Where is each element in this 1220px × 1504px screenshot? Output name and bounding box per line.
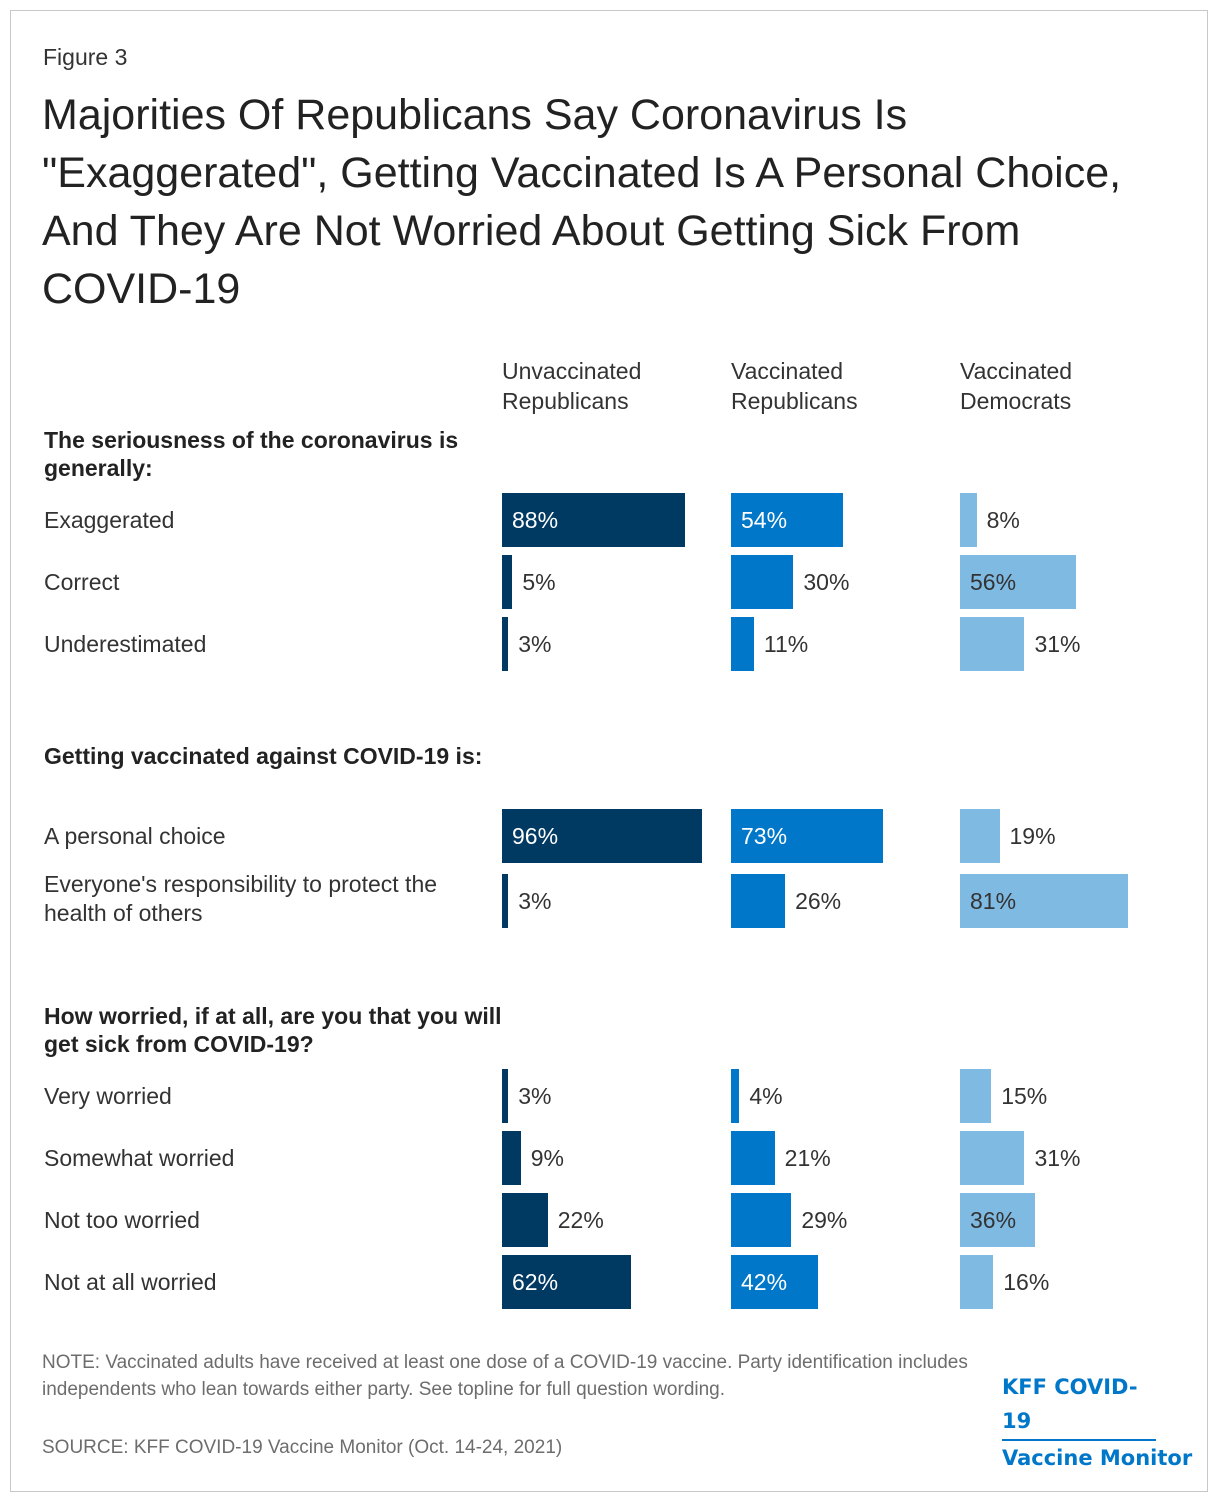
- bar-somewhat-worried-vaccinated-democrats: [960, 1131, 1025, 1185]
- value-label-correct-vaccinated-democrats: 56%: [970, 569, 1017, 595]
- bar-not-at-all-worried-vaccinated-democrats: [960, 1255, 994, 1309]
- value-label-somewhat-worried-vaccinated-democrats: 31%: [1034, 1145, 1081, 1171]
- value-label-very-worried-vaccinated-democrats: 15%: [1001, 1083, 1048, 1109]
- value-label-everyone-s-responsibility-to-protect-the-unvaccinated-republicans: 3%: [518, 888, 552, 914]
- row-label-somewhat-worried: Somewhat worried: [44, 1144, 235, 1171]
- value-label-underestimated-vaccinated-republicans: 11%: [763, 631, 809, 657]
- bar-everyone-s-responsibility-to-protect-the-vaccinated-democrats: [960, 874, 1129, 928]
- value-label-not-too-worried-vaccinated-democrats: 36%: [970, 1207, 1017, 1233]
- bar-not-at-all-worried-vaccinated-republicans: [731, 1255, 819, 1309]
- section-title-vaccination: Getting vaccinated against COVID-19 is:: [44, 743, 483, 769]
- bar-correct-unvaccinated-republicans: [502, 555, 513, 609]
- bar-a-personal-choice-vaccinated-republicans: [731, 809, 883, 863]
- row-label-very-worried: Very worried: [44, 1082, 172, 1109]
- bar-exaggerated-vaccinated-republicans: [731, 493, 844, 547]
- value-label-a-personal-choice-unvaccinated-republicans: 96%: [512, 823, 559, 849]
- bar-exaggerated-unvaccinated-republicans: [502, 493, 686, 547]
- value-label-somewhat-worried-vaccinated-republicans: 21%: [784, 1145, 831, 1171]
- bar-very-worried-vaccinated-democrats: [960, 1069, 992, 1123]
- row-label-not-too-worried: Not too worried: [44, 1206, 200, 1233]
- bar-somewhat-worried-vaccinated-republicans: [731, 1131, 775, 1185]
- kff-logo: KFF COVID-19 Vaccine Monitor: [1002, 1370, 1192, 1475]
- value-label-underestimated-vaccinated-democrats: 31%: [1034, 631, 1081, 657]
- row-label-everyone-s-responsibility-to-protect-the: Everyone's responsibility to protect the…: [44, 871, 438, 926]
- bar-not-too-worried-vaccinated-democrats: [960, 1193, 1035, 1247]
- value-label-not-at-all-worried-vaccinated-democrats: 16%: [1003, 1269, 1050, 1295]
- value-label-everyone-s-responsibility-to-protect-the-vaccinated-democrats: 81%: [970, 888, 1017, 914]
- section-title-seriousness: The seriousness of the coronavirus is ge…: [44, 427, 459, 481]
- row-label-exaggerated: Exaggerated: [44, 506, 175, 533]
- column-header-vaccinated-democrats: Vaccinated Democrats: [960, 358, 1073, 414]
- value-label-not-at-all-worried-vaccinated-republicans: 42%: [741, 1269, 788, 1295]
- figure-label: Figure 3: [43, 44, 128, 70]
- bar-everyone-s-responsibility-to-protect-the-vaccinated-republicans: [731, 874, 786, 928]
- value-label-correct-vaccinated-republicans: 30%: [803, 569, 850, 595]
- value-label-not-at-all-worried-unvaccinated-republicans: 62%: [512, 1269, 559, 1295]
- bar-a-personal-choice-vaccinated-democrats: [960, 809, 1000, 863]
- value-label-exaggerated-unvaccinated-republicans: 88%: [512, 507, 559, 533]
- value-label-somewhat-worried-unvaccinated-republicans: 9%: [530, 1145, 564, 1171]
- bar-very-worried-unvaccinated-republicans: [502, 1069, 509, 1123]
- note-text: NOTE: Vaccinated adults have received at…: [42, 1352, 968, 1400]
- bar-underestimated-vaccinated-democrats: [960, 617, 1025, 671]
- bar-correct-vaccinated-democrats: [960, 555, 1077, 609]
- column-header-unvaccinated-republicans: Unvaccinated Republicans: [502, 358, 642, 414]
- value-label-not-too-worried-unvaccinated-republicans: 22%: [557, 1207, 604, 1233]
- bar-correct-vaccinated-republicans: [731, 555, 794, 609]
- row-label-not-at-all-worried: Not at all worried: [44, 1268, 217, 1295]
- source-text: SOURCE: KFF COVID-19 Vaccine Monitor (Oc…: [42, 1437, 563, 1458]
- row-label-underestimated: Underestimated: [44, 630, 207, 657]
- section-title-worry: How worried, if at all, are you that you…: [44, 1003, 502, 1057]
- bar-everyone-s-responsibility-to-protect-the-unvaccinated-republicans: [502, 874, 509, 928]
- logo-line-2: Vaccine Monitor: [1002, 1446, 1193, 1470]
- bar-not-too-worried-vaccinated-republicans: [731, 1193, 792, 1247]
- bar-somewhat-worried-unvaccinated-republicans: [502, 1131, 521, 1185]
- value-label-exaggerated-vaccinated-republicans: 54%: [741, 507, 788, 533]
- column-header-vaccinated-republicans: Vaccinated Republicans: [731, 358, 858, 414]
- value-label-a-personal-choice-vaccinated-democrats: 19%: [1009, 823, 1056, 849]
- value-label-correct-unvaccinated-republicans: 5%: [522, 569, 556, 595]
- value-label-a-personal-choice-vaccinated-republicans: 73%: [741, 823, 788, 849]
- value-label-very-worried-vaccinated-republicans: 4%: [749, 1083, 783, 1109]
- value-label-not-too-worried-vaccinated-republicans: 29%: [801, 1207, 848, 1233]
- value-label-everyone-s-responsibility-to-protect-the-vaccinated-republicans: 26%: [795, 888, 842, 914]
- value-label-exaggerated-vaccinated-democrats: 8%: [986, 507, 1020, 533]
- chart-title: Majorities Of Republicans Say Coronaviru…: [42, 91, 1122, 313]
- value-label-underestimated-unvaccinated-republicans: 3%: [518, 631, 552, 657]
- bar-not-at-all-worried-unvaccinated-republicans: [502, 1255, 631, 1309]
- bar-underestimated-unvaccinated-republicans: [502, 617, 509, 671]
- bar-exaggerated-vaccinated-democrats: [960, 493, 977, 547]
- logo-line-1: KFF COVID-19: [1002, 1370, 1156, 1441]
- row-label-a-personal-choice: A personal choice: [44, 822, 226, 849]
- row-label-correct: Correct: [44, 568, 120, 595]
- bar-a-personal-choice-unvaccinated-republicans: [502, 809, 702, 863]
- bar-not-too-worried-unvaccinated-republicans: [502, 1193, 548, 1247]
- value-label-very-worried-unvaccinated-republicans: 3%: [518, 1083, 552, 1109]
- bar-very-worried-vaccinated-republicans: [731, 1069, 740, 1123]
- bar-underestimated-vaccinated-republicans: [731, 617, 754, 671]
